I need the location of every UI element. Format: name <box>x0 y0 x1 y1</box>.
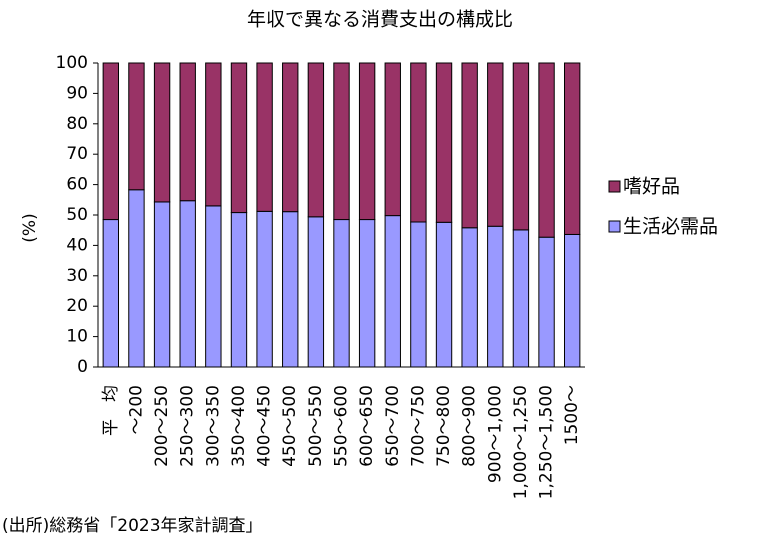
x-tick-label: 300～350 <box>203 385 223 467</box>
x-tick-label: 1,250～1,500 <box>537 385 557 499</box>
bar-segment <box>358 219 376 368</box>
x-tick-label: 450～500 <box>280 385 300 467</box>
y-tick-label: 20 <box>66 296 88 316</box>
x-tick-label: 600～650 <box>357 385 377 467</box>
y-tick-label: 50 <box>66 205 88 225</box>
bar-segment <box>538 236 555 368</box>
bar-segment <box>358 62 376 221</box>
bar-segment <box>128 62 145 191</box>
y-tick-label: 100 <box>56 53 88 73</box>
bar-segment <box>410 62 427 223</box>
x-tick-label: 1500～ <box>562 385 582 445</box>
x-tick-label: 900～1,000 <box>485 385 505 483</box>
bar-segment <box>205 205 222 368</box>
bar-segment <box>512 229 530 368</box>
x-tick-label: 平 均 <box>101 385 121 436</box>
x-tick-label: 700～750 <box>408 385 428 467</box>
bar-segment <box>487 62 504 227</box>
bar-segment <box>256 210 273 368</box>
bar-segment <box>102 62 120 221</box>
bar-segment <box>333 62 350 221</box>
bar-segment <box>282 62 299 213</box>
bar-segment <box>461 227 478 368</box>
bar-segment <box>230 212 248 368</box>
bar-segment <box>435 221 453 368</box>
bar-segment <box>538 62 555 238</box>
x-tick-label: 800～900 <box>460 385 480 467</box>
bar-segment <box>487 225 504 368</box>
y-tick-label: 60 <box>66 175 88 195</box>
bar-segment <box>256 62 273 212</box>
bar-segment <box>128 189 145 368</box>
bar-segment <box>563 62 581 235</box>
y-tick-label: 30 <box>66 266 88 286</box>
y-tick-label: 80 <box>66 114 88 134</box>
bar-segment <box>179 200 196 368</box>
x-tick-label: 250～300 <box>178 385 198 467</box>
bar-segment <box>435 62 453 223</box>
x-tick-label: ～200 <box>126 385 146 434</box>
x-tick-label: 500～550 <box>306 385 326 467</box>
bar-segment <box>307 62 325 218</box>
legend-label: 嗜好品 <box>623 176 680 198</box>
y-tick-label: 0 <box>77 357 88 377</box>
y-tick-label: 10 <box>66 327 88 347</box>
y-axis-label: (%) <box>20 213 40 242</box>
chart-title: 年収で異なる消費支出の構成比 <box>247 9 513 31</box>
bar-segment <box>563 233 581 368</box>
bar-segment <box>333 219 350 368</box>
x-tick-label: 550～600 <box>332 385 352 467</box>
bar-segment <box>384 62 401 217</box>
bar-segment <box>102 219 120 368</box>
bar-segment <box>410 221 427 368</box>
x-tick-label: 750～800 <box>434 385 454 467</box>
y-tick-label: 90 <box>66 83 88 103</box>
bar-segment <box>153 201 171 368</box>
bar-segment <box>153 62 171 203</box>
x-tick-label: 650～700 <box>383 385 403 467</box>
bar-segment <box>461 62 478 229</box>
x-tick-label: 350～400 <box>229 385 249 467</box>
bar-segment <box>179 62 196 202</box>
x-tick-label: 400～450 <box>255 385 275 467</box>
legend-label: 生活必需品 <box>623 216 718 238</box>
legend-swatch <box>608 220 621 233</box>
bar-segment <box>384 215 401 368</box>
bar-segment <box>512 62 530 231</box>
y-tick-label: 40 <box>66 235 88 255</box>
bar-segment <box>307 216 325 368</box>
source-note: (出所)総務省「2023年家計調査」 <box>2 516 263 536</box>
x-tick-label: 200～250 <box>152 385 172 467</box>
bar-segment <box>282 211 299 368</box>
y-tick-label: 70 <box>66 144 88 164</box>
x-tick-label: 1,000～1,250 <box>511 385 531 499</box>
legend-swatch <box>608 180 621 193</box>
bar-segment <box>230 62 248 214</box>
bar-segment <box>205 62 222 207</box>
